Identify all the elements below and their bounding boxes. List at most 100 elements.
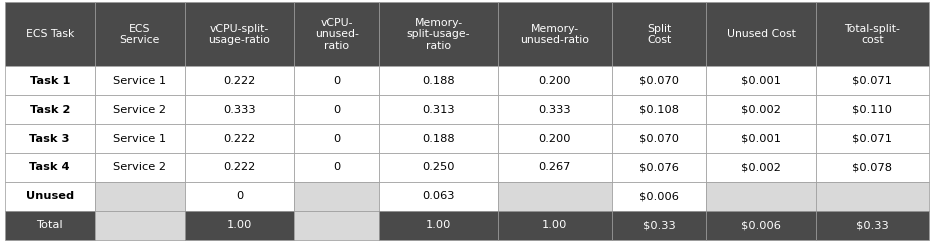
Text: $0.108: $0.108 [639,105,679,115]
FancyBboxPatch shape [185,95,294,124]
Text: 0: 0 [333,162,340,173]
Text: Task 4: Task 4 [30,162,70,173]
Text: 0.200: 0.200 [539,134,571,144]
FancyBboxPatch shape [294,124,379,153]
Text: 0.200: 0.200 [539,76,571,86]
Text: $0.076: $0.076 [639,162,679,173]
FancyBboxPatch shape [379,2,498,67]
Text: $0.006: $0.006 [639,191,679,201]
Text: Service 2: Service 2 [113,162,166,173]
FancyBboxPatch shape [706,182,815,211]
FancyBboxPatch shape [5,153,94,182]
FancyBboxPatch shape [815,182,929,211]
FancyBboxPatch shape [185,153,294,182]
Text: 0.188: 0.188 [422,76,455,86]
FancyBboxPatch shape [612,2,706,67]
FancyBboxPatch shape [706,124,815,153]
FancyBboxPatch shape [706,153,815,182]
FancyBboxPatch shape [379,124,498,153]
Text: 1.00: 1.00 [227,220,252,230]
FancyBboxPatch shape [94,2,185,67]
FancyBboxPatch shape [379,182,498,211]
Text: 0: 0 [333,76,340,86]
FancyBboxPatch shape [612,67,706,95]
FancyBboxPatch shape [612,95,706,124]
Text: Task 3: Task 3 [30,134,70,144]
Text: $0.071: $0.071 [853,134,892,144]
Text: Task 1: Task 1 [30,76,70,86]
Text: Memory-
unused-ratio: Memory- unused-ratio [520,24,589,45]
FancyBboxPatch shape [498,2,612,67]
FancyBboxPatch shape [498,124,612,153]
FancyBboxPatch shape [706,67,815,95]
Text: 1.00: 1.00 [426,220,451,230]
FancyBboxPatch shape [5,124,94,153]
FancyBboxPatch shape [815,124,929,153]
Text: 0.188: 0.188 [422,134,455,144]
FancyBboxPatch shape [706,2,815,67]
Text: Service 2: Service 2 [113,105,166,115]
Text: 0.063: 0.063 [422,191,455,201]
FancyBboxPatch shape [379,153,498,182]
FancyBboxPatch shape [185,182,294,211]
Text: Service 1: Service 1 [113,134,166,144]
Text: 1.00: 1.00 [542,220,568,230]
Text: vCPU-
unused-
ratio: vCPU- unused- ratio [315,18,359,51]
Text: Service 1: Service 1 [113,76,166,86]
Text: 0.250: 0.250 [422,162,455,173]
FancyBboxPatch shape [498,211,612,240]
Text: $0.001: $0.001 [741,76,781,86]
Text: ECS Task: ECS Task [25,30,74,39]
Text: Unused Cost: Unused Cost [727,30,796,39]
Text: $0.001: $0.001 [741,134,781,144]
FancyBboxPatch shape [612,153,706,182]
FancyBboxPatch shape [498,67,612,95]
Text: 0.333: 0.333 [538,105,571,115]
FancyBboxPatch shape [294,182,379,211]
FancyBboxPatch shape [379,67,498,95]
FancyBboxPatch shape [612,124,706,153]
Text: 0.222: 0.222 [223,162,256,173]
Text: $0.110: $0.110 [853,105,892,115]
Text: 0: 0 [333,134,340,144]
FancyBboxPatch shape [294,67,379,95]
Text: $0.33: $0.33 [856,220,889,230]
Text: $0.33: $0.33 [643,220,675,230]
FancyBboxPatch shape [612,182,706,211]
FancyBboxPatch shape [706,95,815,124]
Text: 0.222: 0.222 [223,76,256,86]
FancyBboxPatch shape [5,182,94,211]
Text: Task 2: Task 2 [30,105,70,115]
Text: Unused: Unused [25,191,74,201]
FancyBboxPatch shape [612,211,706,240]
FancyBboxPatch shape [5,95,94,124]
FancyBboxPatch shape [815,67,929,95]
FancyBboxPatch shape [185,211,294,240]
Text: 0.313: 0.313 [422,105,455,115]
Text: $0.078: $0.078 [853,162,892,173]
FancyBboxPatch shape [498,182,612,211]
FancyBboxPatch shape [706,211,815,240]
FancyBboxPatch shape [185,124,294,153]
FancyBboxPatch shape [379,95,498,124]
FancyBboxPatch shape [815,95,929,124]
FancyBboxPatch shape [294,211,379,240]
Text: ECS
Service: ECS Service [120,24,160,45]
FancyBboxPatch shape [294,153,379,182]
FancyBboxPatch shape [94,67,185,95]
Text: Memory-
split-usage-
ratio: Memory- split-usage- ratio [407,18,471,51]
Text: 0: 0 [235,191,243,201]
Text: 0: 0 [333,105,340,115]
FancyBboxPatch shape [185,67,294,95]
Text: $0.002: $0.002 [741,162,781,173]
FancyBboxPatch shape [379,211,498,240]
Text: $0.006: $0.006 [741,220,781,230]
FancyBboxPatch shape [94,95,185,124]
FancyBboxPatch shape [294,2,379,67]
Text: Total: Total [36,220,63,230]
FancyBboxPatch shape [94,182,185,211]
FancyBboxPatch shape [498,153,612,182]
Text: 0.267: 0.267 [539,162,571,173]
Text: Total-split-
cost: Total-split- cost [844,24,900,45]
Text: vCPU-split-
usage-ratio: vCPU-split- usage-ratio [208,24,270,45]
